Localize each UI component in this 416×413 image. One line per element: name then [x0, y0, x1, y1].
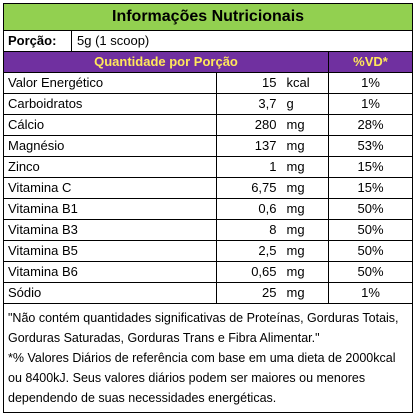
nutrient-unit: mg [282, 282, 329, 304]
nutrient-name: Vitamina B3 [3, 219, 217, 241]
nutrient-name: Cálcio [3, 114, 217, 136]
nutrient-vd: 50% [327, 240, 414, 262]
nutrition-facts-panel: Informações Nutricionais Porção: 5g (1 s… [2, 3, 414, 413]
nutrient-vd: 1% [327, 93, 414, 115]
nutrient-quantity: 2,5 [216, 240, 283, 262]
title-row: Informações Nutricionais [2, 3, 414, 31]
portion-label: Porção: [5, 31, 72, 51]
nutrition-table: Informações Nutricionais Porção: 5g (1 s… [2, 3, 414, 413]
header-row: Quantidade por Porção %VD* [3, 51, 414, 73]
nutrient-unit: mg [282, 156, 329, 178]
table-row: Vitamina B3 8 mg 50% [3, 219, 414, 241]
table-title: Informações Nutricionais [2, 3, 414, 31]
nutrient-quantity: 15 [216, 72, 283, 94]
nutrient-unit: mg [282, 135, 329, 157]
table-row: Vitamina B6 0,65 mg 50% [3, 261, 414, 283]
nutrient-quantity: 0,6 [216, 198, 283, 220]
table-row: Vitamina C 6,75 mg 15% [3, 177, 414, 199]
nutrient-quantity: 3,7 [216, 93, 283, 115]
table-row: Vitamina B1 0,6 mg 50% [3, 198, 414, 220]
table-row: Zinco 1 mg 15% [3, 156, 414, 178]
nutrient-name: Carboidratos [3, 93, 217, 115]
vd-header: %VD* [327, 51, 414, 73]
nutrient-name: Magnésio [3, 135, 217, 157]
nutrient-unit: mg [282, 219, 329, 241]
quantity-header: Quantidade por Porção [3, 51, 329, 73]
nutrient-name: Valor Energético [3, 72, 217, 94]
nutrient-vd: 28% [327, 114, 414, 136]
nutrient-unit: mg [282, 198, 329, 220]
nutrient-vd: 1% [327, 282, 414, 304]
nutrient-quantity: 6,75 [216, 177, 283, 199]
nutrient-vd: 15% [327, 177, 414, 199]
nutrient-name: Sódio [3, 282, 217, 304]
nutrient-quantity: 137 [216, 135, 283, 157]
nutrient-name: Vitamina B5 [3, 240, 217, 262]
nutrient-quantity: 280 [216, 114, 283, 136]
nutrient-unit: mg [282, 114, 329, 136]
table-row: Carboidratos 3,7 g 1% [3, 93, 414, 115]
table-row: Valor Energético 15 kcal 1% [3, 72, 414, 94]
footnote-not-significant: "Não contém quantidades significativas d… [8, 311, 399, 345]
nutrient-name: Vitamina B1 [3, 198, 217, 220]
footnotes: "Não contém quantidades significativas d… [2, 303, 414, 413]
nutrient-quantity: 0,65 [216, 261, 283, 283]
nutrient-name: Vitamina C [3, 177, 217, 199]
nutrient-quantity: 8 [216, 219, 283, 241]
nutrient-unit: kcal [282, 72, 329, 94]
nutrient-vd: 15% [327, 156, 414, 178]
nutrient-unit: mg [282, 261, 329, 283]
nutrient-vd: 50% [327, 219, 414, 241]
nutrient-vd: 50% [327, 261, 414, 283]
portion-value: 5g (1 scoop) [77, 33, 150, 48]
table-row: Cálcio 280 mg 28% [3, 114, 414, 136]
nutrient-vd: 1% [327, 72, 414, 94]
nutrient-unit: g [282, 93, 329, 115]
nutrient-quantity: 1 [216, 156, 283, 178]
nutrient-name: Vitamina B6 [3, 261, 217, 283]
notes-row: "Não contém quantidades significativas d… [2, 303, 414, 413]
nutrient-vd: 50% [327, 198, 414, 220]
nutrient-unit: mg [282, 177, 329, 199]
portion-row: Porção: 5g (1 scoop) [2, 30, 414, 52]
footnote-daily-values: *% Valores Diários de referência com bas… [8, 351, 396, 405]
nutrient-name: Zinco [3, 156, 217, 178]
table-row: Sódio 25 mg 1% [3, 282, 414, 304]
table-row: Magnésio 137 mg 53% [3, 135, 414, 157]
nutrient-vd: 53% [327, 135, 414, 157]
nutrient-unit: mg [282, 240, 329, 262]
nutrient-quantity: 25 [216, 282, 283, 304]
table-row: Vitamina B5 2,5 mg 50% [3, 240, 414, 262]
